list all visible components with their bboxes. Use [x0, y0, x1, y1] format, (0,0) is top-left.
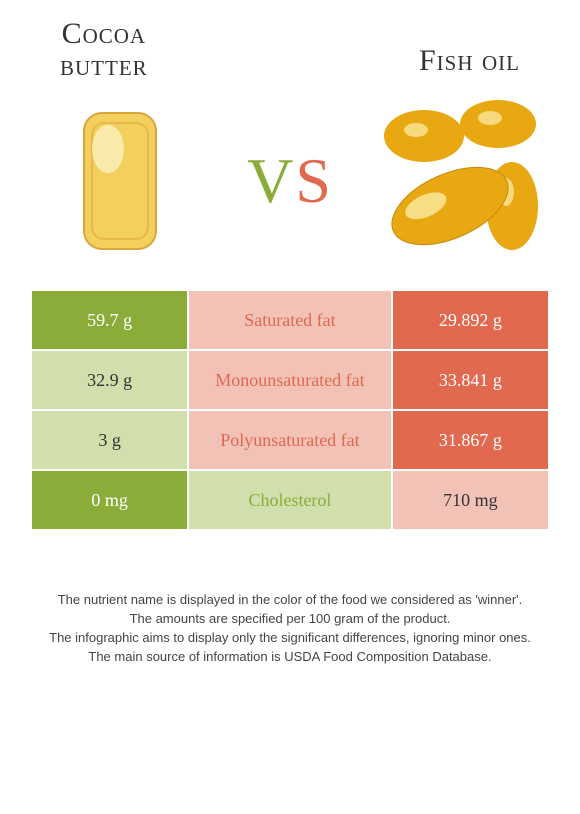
- vs-label: VS: [247, 144, 333, 218]
- footer-notes: The nutrient name is displayed in the co…: [30, 591, 550, 666]
- cocoa-butter-image: [40, 91, 200, 271]
- cell-label: Polyunsaturated fat: [188, 410, 392, 470]
- fish-oil-image: [380, 91, 540, 271]
- cell-left: 0 mg: [31, 470, 188, 530]
- cell-label: Cholesterol: [188, 470, 392, 530]
- fish-oil-icon: [380, 96, 540, 266]
- vs-s: S: [295, 145, 333, 216]
- cocoa-butter-icon: [70, 101, 170, 261]
- cell-left: 3 g: [31, 410, 188, 470]
- vs-v: V: [247, 145, 295, 216]
- table-row: 3 g Polyunsaturated fat 31.867 g: [31, 410, 549, 470]
- header: Cocoa butter Fish oil: [0, 0, 580, 81]
- footer-line: The nutrient name is displayed in the co…: [30, 591, 550, 610]
- table-row: 32.9 g Monounsaturated fat 33.841 g: [31, 350, 549, 410]
- cell-label: Monounsaturated fat: [188, 350, 392, 410]
- cell-right: 31.867 g: [392, 410, 549, 470]
- title-left-line2: butter: [60, 49, 148, 82]
- images-row: VS: [0, 81, 580, 289]
- cell-left: 59.7 g: [31, 290, 188, 350]
- cell-right: 710 mg: [392, 470, 549, 530]
- table-row: 0 mg Cholesterol 710 mg: [31, 470, 549, 530]
- table-body: 59.7 g Saturated fat 29.892 g 32.9 g Mon…: [31, 290, 549, 530]
- cell-right: 29.892 g: [392, 290, 549, 350]
- footer-line: The main source of information is USDA F…: [30, 648, 550, 667]
- footer-line: The amounts are specified per 100 gram o…: [30, 610, 550, 629]
- table-row: 59.7 g Saturated fat 29.892 g: [31, 290, 549, 350]
- title-left: Cocoa butter: [60, 18, 148, 81]
- footer-line: The infographic aims to display only the…: [30, 629, 550, 648]
- cell-left: 32.9 g: [31, 350, 188, 410]
- title-left-line1: Cocoa: [62, 17, 147, 50]
- cell-label: Saturated fat: [188, 290, 392, 350]
- comparison-table: 59.7 g Saturated fat 29.892 g 32.9 g Mon…: [30, 289, 550, 531]
- title-right: Fish oil: [419, 44, 520, 78]
- cell-right: 33.841 g: [392, 350, 549, 410]
